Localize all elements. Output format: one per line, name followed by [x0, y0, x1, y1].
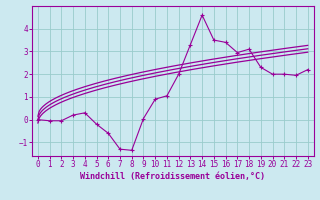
X-axis label: Windchill (Refroidissement éolien,°C): Windchill (Refroidissement éolien,°C)	[80, 172, 265, 181]
